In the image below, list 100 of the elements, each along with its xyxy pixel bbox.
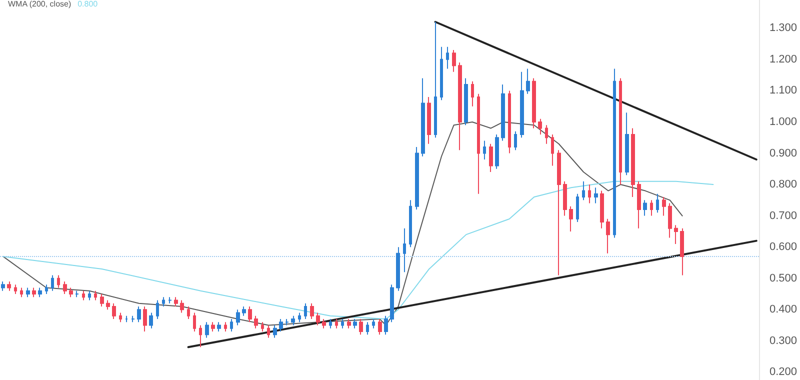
candlestick [508,90,511,154]
candlestick [353,318,357,329]
candlestick [668,202,672,238]
candlestick [464,78,468,126]
candlestick [625,112,629,176]
candlestick [409,200,412,248]
candlestick [440,46,443,101]
y-tick-label: 0.500 [769,272,798,284]
candlestick [489,143,493,173]
candlestick [279,318,283,332]
candlestick [569,206,573,232]
candlestick [329,318,332,329]
candlestick [242,306,246,316]
candlestick [32,287,36,298]
candlestick [347,318,351,329]
candlestick [137,306,141,323]
candlestick [680,228,684,276]
candlestick [366,322,369,336]
candlestick [199,324,202,348]
candlestick [427,96,431,144]
candlestick [298,312,301,323]
candlestick [446,46,449,70]
line-series [2,180,714,320]
candlestick [106,300,110,310]
candlestick [415,146,419,210]
candlestick [75,290,79,298]
candlestick [248,306,252,323]
candlestick [495,134,499,170]
candlestick [637,180,641,229]
candlestick [359,318,363,336]
candlestick [322,318,326,329]
candlestick [156,300,159,320]
candlestick [51,274,54,292]
candlestick [82,290,85,301]
candlestick [341,318,344,329]
candlestick [600,190,604,229]
candlestick [316,312,320,326]
y-tick-label: 0.300 [769,334,798,347]
candlestick [631,128,635,198]
candlestick [57,274,60,288]
candlestick [396,246,400,292]
y-tick-label: 1.300 [769,22,798,34]
candlestick [69,287,73,298]
candlestick [310,302,314,320]
candlestick [131,315,135,323]
candlestick [149,312,153,329]
candlestick [119,312,122,323]
candlestick [143,306,147,332]
candlestick [606,218,610,254]
candlestick [304,302,307,320]
candlestick [520,71,524,138]
candlestick [403,228,406,273]
candlestick [538,118,542,135]
candlestick [650,200,653,216]
candlestick [643,200,647,216]
candlestick [230,318,233,332]
candlestick [390,284,394,323]
candlestick [576,193,579,223]
candlestick [594,187,598,204]
candlestick [501,84,505,142]
candlestick [285,318,289,326]
candlestick [532,78,536,129]
candlestick [619,78,622,186]
candlestick [526,68,530,94]
candlestick [45,284,48,294]
y-tick-label: 1.000 [769,116,798,128]
candlestick [273,324,277,338]
annotation: 0.800 [78,0,98,8]
candlestick [174,296,178,307]
candlestick [434,21,437,138]
candlestick [211,322,215,332]
candlestick [125,315,128,323]
candlestick [588,184,591,204]
candlestick [112,302,116,320]
candlestick [557,150,561,276]
candlestick [291,315,295,326]
y-tick-label: 0.900 [769,147,798,160]
candlestick [26,287,30,298]
candlestick [514,130,517,151]
y-tick-label: 0.200 [769,366,798,378]
y-tick-label: 1.100 [769,84,798,97]
candlestick [187,306,190,320]
candlestick [261,322,264,332]
candlestick [458,62,462,151]
y-tick-label: 0.700 [769,210,798,222]
candlestick [656,193,659,214]
candlestick [88,290,91,301]
candlestick [236,309,240,326]
candlestick [483,140,486,160]
candlestick [20,287,23,298]
candlestick [180,300,184,314]
y-tick-label: 0.600 [769,241,798,254]
candlestick [254,315,258,329]
y-tick-label: 0.800 [769,178,798,191]
candlestick [168,296,172,304]
candlestick [162,296,165,307]
line-series [2,121,683,326]
candlestick [551,134,554,166]
candlestick [14,284,17,294]
candlestick [378,318,382,336]
